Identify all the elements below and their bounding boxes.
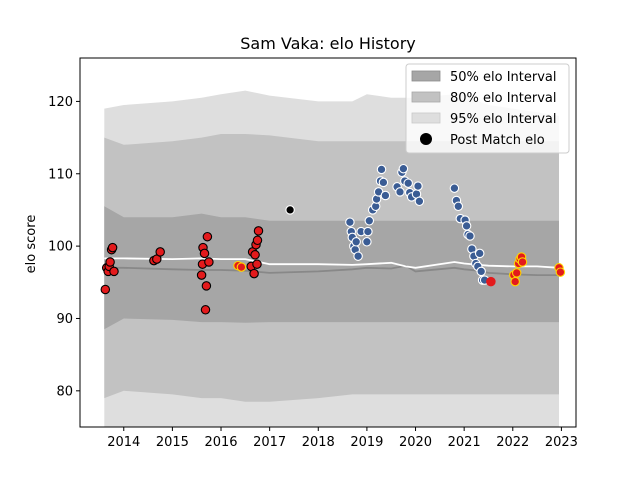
legend-swatch — [411, 91, 441, 103]
post-match-elo-point — [109, 266, 119, 277]
post-match-elo-point — [398, 163, 409, 174]
legend-label: 95% elo Interval — [450, 112, 557, 127]
interval-band-50 — [104, 206, 560, 330]
post-match-elo-point — [362, 237, 372, 247]
plot-frame — [79, 57, 577, 428]
y-axis-label: elo score — [24, 215, 39, 274]
post-match-elo-point — [474, 248, 485, 259]
post-match-elo-point — [252, 259, 262, 269]
x-tick-label: 2022 — [496, 435, 529, 450]
post-match-elo-point — [465, 231, 475, 241]
post-match-elo-point — [199, 248, 210, 259]
post-match-elo-point — [285, 205, 295, 215]
legend-label: 50% elo Interval — [450, 70, 557, 85]
legend: 50% elo Interval 80% elo Interval 95% elo … — [405, 63, 570, 154]
post-match-elo-point — [100, 284, 111, 295]
x-axis: 2014 2015 2016 2017 2018 2019 2020 2021 2022 2023 — [107, 427, 578, 450]
post-match-elo-point — [449, 183, 460, 193]
y-tick-label: 110 — [48, 167, 73, 182]
y-axis: 80 90 100 110 120 — [48, 95, 80, 399]
post-match-elo-point — [105, 257, 115, 267]
post-match-elo-point — [250, 250, 260, 260]
y-tick-label: 120 — [48, 95, 73, 110]
post-match-elo-point — [555, 267, 566, 277]
post-match-elo-point — [253, 226, 264, 236]
post-match-elo-point — [378, 177, 389, 188]
x-tick-label: 2019 — [350, 435, 383, 450]
legend-label: Post Match elo — [450, 133, 545, 148]
y-tick-label: 100 — [48, 240, 73, 255]
post-match-elo-point — [380, 190, 391, 201]
point-series-3 — [233, 252, 566, 287]
post-match-elo-point — [155, 247, 165, 257]
post-match-elo-point — [414, 196, 425, 207]
post-match-elo-point — [453, 201, 464, 212]
mean-elo-line — [104, 257, 560, 269]
post-match-elo-point — [196, 270, 207, 280]
legend-swatch — [411, 112, 441, 124]
post-match-elo-point — [345, 217, 355, 227]
post-match-elo-point — [107, 242, 118, 253]
point-series-2 — [345, 163, 490, 285]
x-tick-label: 2018 — [302, 435, 335, 450]
median-elo-line — [104, 264, 559, 276]
post-match-elo-point — [200, 305, 211, 315]
post-match-elo-point — [363, 226, 373, 237]
post-match-elo-point — [252, 235, 263, 246]
post-match-elo-point — [204, 257, 214, 267]
post-match-elo-point — [376, 164, 387, 175]
post-match-elo-point — [413, 181, 423, 191]
point-series-0 — [100, 226, 264, 315]
post-match-elo-point — [201, 281, 212, 291]
legend-swatch — [411, 70, 441, 82]
y-tick-label: 80 — [56, 384, 73, 399]
plot-area — [100, 90, 566, 427]
legend-marker — [420, 133, 432, 145]
x-tick-label: 2023 — [545, 435, 578, 450]
x-tick-label: 2021 — [448, 435, 481, 450]
x-tick-label: 2014 — [107, 435, 140, 450]
y-tick-label: 90 — [56, 312, 73, 327]
post-match-elo-point — [517, 257, 528, 267]
x-tick-label: 2020 — [399, 435, 432, 450]
post-match-elo-point — [403, 178, 413, 188]
x-tick-label: 2017 — [253, 435, 286, 450]
point-series-1 — [285, 205, 295, 215]
post-match-elo-point — [202, 231, 213, 242]
post-match-elo-point — [249, 268, 259, 279]
post-match-elo-point — [461, 221, 472, 231]
post-match-elo-point — [353, 251, 363, 261]
post-match-elo-point — [511, 268, 522, 278]
post-match-elo-point — [395, 187, 405, 197]
x-tick-label: 2015 — [156, 435, 189, 450]
post-match-elo-point — [476, 266, 486, 277]
x-tick-label: 2016 — [204, 435, 237, 450]
post-match-elo-point — [486, 276, 496, 287]
point-series-4 — [486, 276, 496, 287]
legend-box — [405, 63, 570, 154]
post-match-elo-point — [510, 276, 520, 287]
post-match-elo-point — [351, 237, 361, 247]
post-match-elo-point — [364, 216, 375, 226]
chart-title: Sam Vaka: elo History — [240, 34, 416, 53]
legend-label: 80% elo Interval — [450, 91, 557, 106]
post-match-elo-point — [236, 262, 247, 272]
